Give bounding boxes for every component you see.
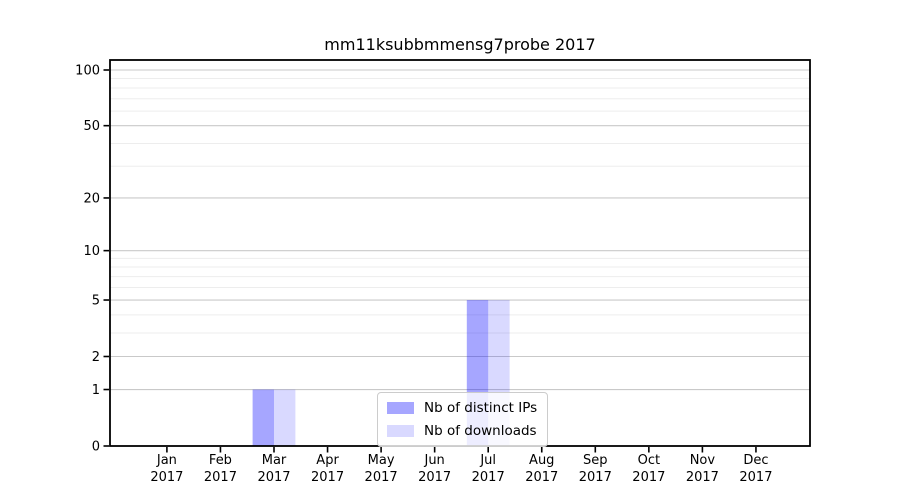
legend-item-distinct-ips: Nb of distinct IPs [387, 400, 537, 416]
x-tick-label-month: Aug [529, 453, 554, 468]
y-tick-label: 1 [92, 383, 100, 398]
chart-title: mm11ksubbmmensg7probe 2017 [324, 35, 596, 54]
y-tick-label: 20 [83, 191, 100, 206]
legend-swatch-downloads [387, 425, 414, 437]
x-tick-label-month: Jan [156, 453, 177, 468]
bar-nb-of-downloads-2 [274, 389, 296, 446]
x-tick-label-month: Oct [638, 453, 660, 468]
x-tick-label-month: Feb [209, 453, 232, 468]
legend-label-downloads: Nb of downloads [424, 423, 537, 439]
y-tick-label: 10 [83, 244, 100, 259]
x-tick-label-month: Jun [423, 453, 444, 468]
x-tick-label-month: May [368, 453, 395, 468]
x-tick-label-year: 2017 [472, 470, 505, 485]
legend-swatch-distinct-ips [387, 402, 414, 414]
x-tick-label-year: 2017 [311, 470, 344, 485]
x-tick-label-year: 2017 [579, 470, 612, 485]
legend: Nb of distinct IPs Nb of downloads [377, 392, 549, 447]
x-tick-label-year: 2017 [418, 470, 451, 485]
x-tick-label-year: 2017 [365, 470, 398, 485]
x-tick-label-year: 2017 [525, 470, 558, 485]
y-tick-label: 0 [92, 440, 100, 455]
plot-border [109, 59, 811, 447]
y-tick-label: 5 [92, 294, 100, 309]
y-tick-label: 50 [83, 119, 100, 134]
legend-item-downloads: Nb of downloads [387, 423, 537, 439]
x-tick-label-month: Sep [583, 453, 608, 468]
bar-nb-of-distinct-ips-2 [252, 389, 274, 446]
y-tick-label: 100 [75, 64, 100, 79]
x-tick-label-year: 2017 [632, 470, 665, 485]
legend-label-distinct-ips: Nb of distinct IPs [424, 400, 538, 416]
x-tick-label-year: 2017 [739, 470, 772, 485]
x-tick-label-year: 2017 [686, 470, 719, 485]
x-tick-label-month: Mar [262, 453, 287, 468]
x-tick-label-year: 2017 [150, 470, 183, 485]
x-tick-label-month: Apr [316, 453, 339, 468]
x-tick-label-year: 2017 [257, 470, 290, 485]
y-tick-label: 2 [92, 350, 100, 365]
x-tick-label-year: 2017 [204, 470, 237, 485]
x-tick-label-month: Jul [479, 453, 496, 468]
x-tick-label-month: Dec [743, 453, 768, 468]
x-tick-label-month: Nov [690, 453, 716, 468]
